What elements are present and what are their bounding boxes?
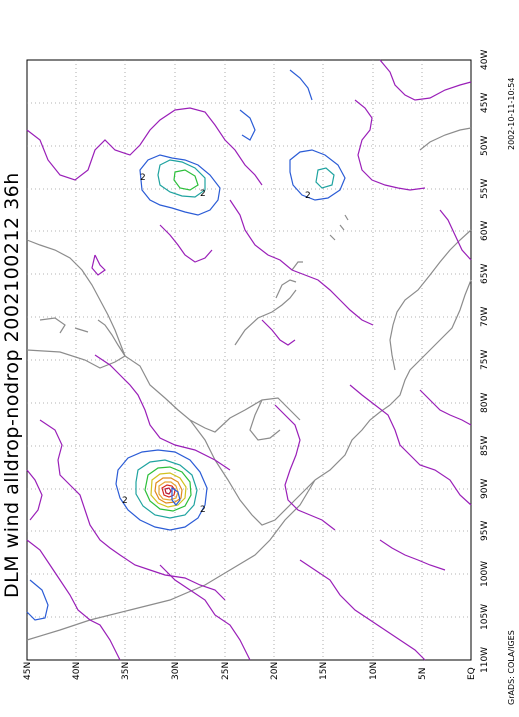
contour-purple-12: [354, 99, 426, 191]
lat-label-10n: 10N: [369, 662, 379, 680]
credit-label: GrADS: COLA/IGES: [507, 630, 516, 705]
yucatan: [249, 399, 281, 441]
lon-label-85w: 85W: [480, 436, 490, 456]
lon-label-70w: 70W: [480, 307, 490, 327]
contour-purple-16: [419, 389, 472, 426]
contour-purple-7: [261, 319, 296, 346]
contour-labels: 2 2 2 2 2: [122, 173, 311, 515]
lon-label-105w: 105W: [480, 604, 490, 630]
contour-purple-18: [379, 539, 446, 571]
great-lakes-hint: [39, 317, 89, 334]
central-america: [314, 404, 391, 481]
contour-green-hurricane: [144, 466, 192, 512]
lat-label-30n: 30N: [171, 662, 181, 680]
purple-contours: [26, 59, 472, 661]
lon-label-60w: 60W: [480, 221, 490, 241]
venezuela-coast: [389, 229, 472, 371]
contour-label-3: 2: [122, 496, 128, 506]
latitude-labels: 45N 40N 35N 30N 25N 20N 15N 10N 5N EQ: [23, 662, 477, 680]
contour-red-inner: [164, 487, 172, 495]
lat-label-40n: 40N: [72, 662, 82, 680]
lat-label-45n: 45N: [23, 662, 33, 680]
contour-blue-east-2: [289, 149, 346, 201]
contour-blue-eye: [171, 486, 181, 506]
green-contours: [144, 169, 199, 512]
contour-purple-5: [26, 539, 121, 661]
lon-label-55w: 55W: [480, 179, 490, 199]
hispaniola: [275, 279, 297, 299]
contour-purple-14: [439, 209, 472, 261]
contour-teal-hurricane: [135, 459, 198, 519]
contour-blue-north: [289, 69, 313, 101]
contour-blue-hurricane: [115, 449, 208, 531]
gulf-coast: [26, 349, 301, 433]
longitude-labels: 40W 45W 50W 55W 60W 65W 70W 75W 80W 85W …: [480, 50, 490, 673]
contour-label-2: 2: [200, 189, 206, 199]
brazil-coast: [419, 127, 472, 151]
cuba: [234, 289, 297, 346]
contour-purple-9: [349, 384, 472, 506]
contour-orange-1: [154, 477, 183, 504]
contour-yellow: [150, 472, 187, 508]
contour-teal-east-2: [315, 167, 335, 189]
contour-green-east: [173, 169, 199, 191]
inner-hurricane-contours: [150, 472, 187, 508]
contour-purple-11: [379, 59, 472, 101]
puerto-rico: [291, 261, 303, 271]
lat-label-35n: 35N: [121, 662, 131, 680]
lat-label-20n: 20N: [270, 662, 280, 680]
grid-lines: [27, 60, 471, 660]
lon-label-90w: 90W: [480, 479, 490, 499]
florida-peninsula: [97, 319, 126, 357]
plot-frame: [26, 59, 472, 661]
contour-teal-east: [157, 159, 206, 198]
lon-label-40w: 40W: [480, 50, 490, 70]
lat-label-15n: 15N: [319, 662, 329, 680]
contour-purple-15: [159, 564, 251, 661]
lon-label-75w: 75W: [480, 350, 490, 370]
lon-label-100w: 100W: [480, 561, 490, 587]
contour-label-4: 2: [200, 505, 206, 515]
mexico-pacific-coast: [26, 479, 316, 641]
teal-contours: [135, 159, 335, 519]
contour-label-5: 2: [305, 191, 311, 201]
contour-purple-2: [91, 254, 106, 276]
contour-purple-4: [39, 419, 226, 601]
south-america-north: [389, 279, 472, 406]
blue-contours: [26, 69, 346, 621]
lon-label-95w: 95W: [480, 521, 490, 541]
contour-purple-8: [274, 404, 336, 531]
contour-blue-east-3: [239, 109, 256, 141]
contour-orange-2: [158, 481, 179, 501]
contour-purple-17: [26, 469, 43, 521]
lon-label-110w: 110W: [480, 647, 490, 673]
lon-label-45w: 45W: [480, 93, 490, 113]
lat-label-5n: 5N: [418, 668, 428, 680]
coastlines: [26, 127, 472, 641]
contour-blue-south: [26, 579, 49, 621]
lat-label-25n: 25N: [221, 662, 231, 680]
lon-label-65w: 65W: [480, 264, 490, 284]
contour-purple-6: [229, 199, 374, 326]
contour-purple-10: [299, 559, 426, 661]
mexico-gulf-coast: [189, 419, 316, 526]
contour-blue-east-1: [139, 154, 221, 216]
contour-purple-3: [94, 354, 231, 471]
us-east-coast: [26, 239, 126, 357]
contour-purple-1: [26, 107, 263, 186]
contour-purple-13: [159, 224, 213, 263]
timestamp-stamp: 2002-10-11-10:54: [507, 78, 516, 150]
lat-label-eq: EQ: [467, 667, 477, 680]
lesser-antilles: [329, 214, 349, 241]
contour-red: [161, 484, 176, 498]
contour-label-1: 2: [140, 173, 146, 183]
lon-label-50w: 50W: [480, 136, 490, 156]
map-title: DLM wind alldrop-nodrop 2002100212 36h: [1, 172, 23, 598]
lon-label-80w: 80W: [480, 393, 490, 413]
